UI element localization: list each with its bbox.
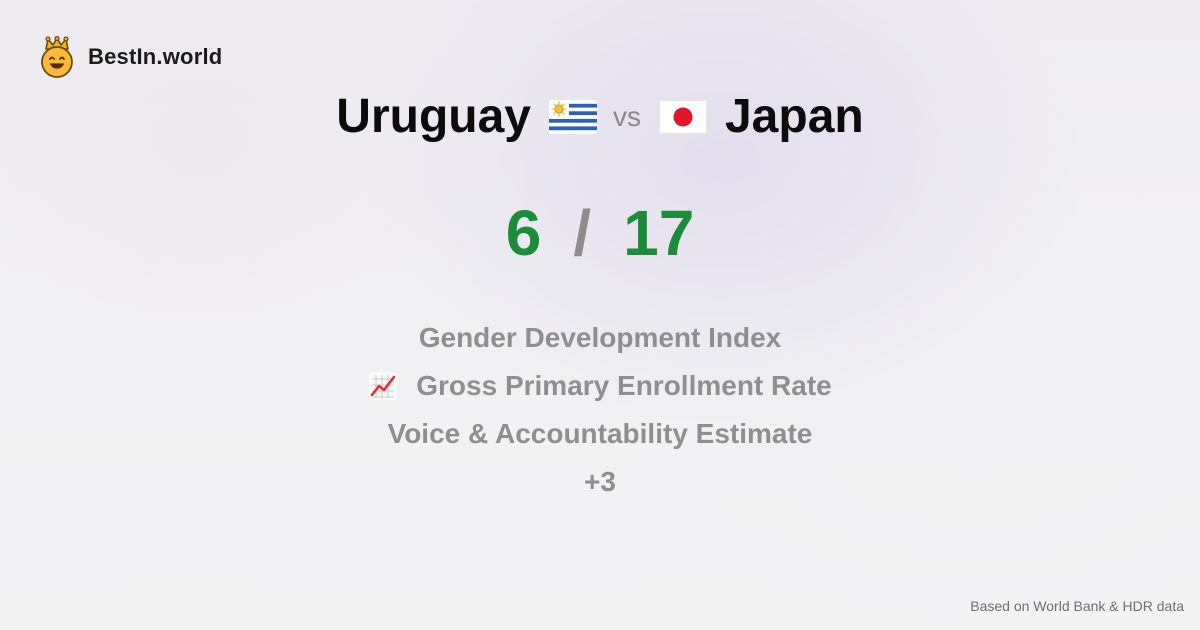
chart-increasing-icon [369,372,398,400]
vs-label: vs [612,101,641,132]
crowned-smiley-icon [41,36,73,78]
left-country-name: Uruguay [336,90,531,143]
metric-label: Gross Primary Enrollment Rate [416,370,832,401]
right-country-name: Japan [724,90,864,143]
metric-list: Gender Development Index Gross Primary E… [0,314,1200,506]
brand-name: BestIn.world [88,44,223,69]
metric-label: Gender Development Index [418,322,782,353]
left-score: 6 [505,197,542,269]
score-separator: / [573,197,592,269]
more-count-label: +3 [584,466,616,497]
japan-flag-icon [658,100,707,134]
metric-item: Voice & Accountability Estimate [388,410,813,458]
metric-item: Gross Primary Enrollment Rate [368,362,832,410]
matchup-title: Uruguay vs Japan [0,86,1200,148]
more-metrics-count: +3 [584,458,616,506]
right-score: 17 [623,197,695,269]
brand[interactable]: BestIn.world [38,36,222,78]
score: 6 / 17 [0,195,1200,271]
metric-item: Gender Development Index [419,314,782,362]
metric-label: Voice & Accountability Estimate [387,418,813,449]
uruguay-flag-icon [548,100,597,134]
data-source-note: Based on World Bank & HDR data [970,598,1184,614]
